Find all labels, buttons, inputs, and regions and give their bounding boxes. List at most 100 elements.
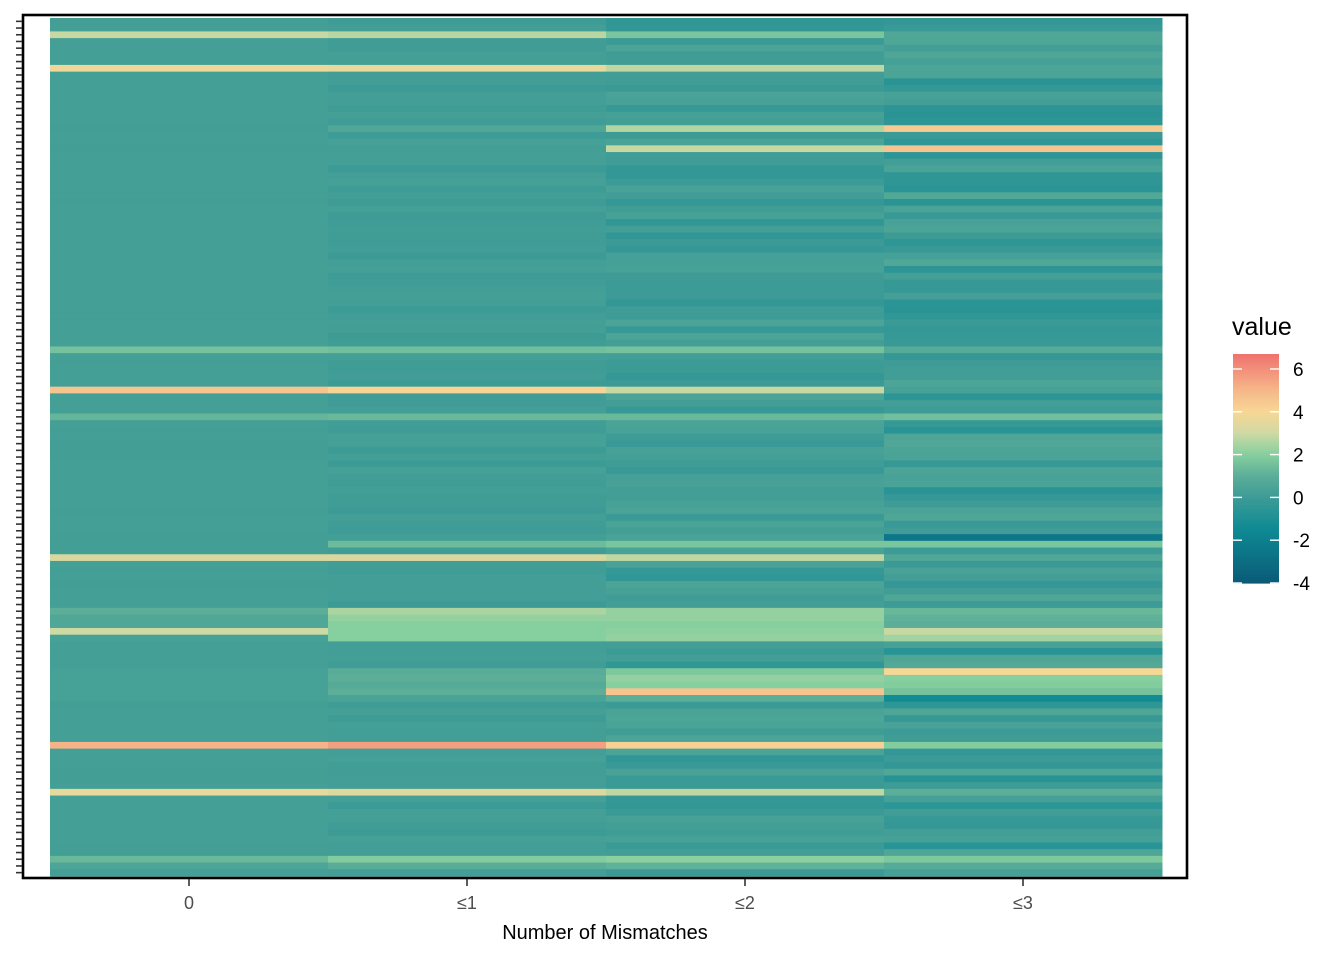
- heatmap-cell: [606, 299, 885, 307]
- heatmap-cell: [50, 741, 329, 750]
- heatmap-cell: [606, 534, 885, 542]
- heatmap-cell: [328, 829, 607, 837]
- heatmap-cell: [884, 51, 1163, 59]
- heatmap-cell: [50, 71, 329, 79]
- legend-colorbar-segment: [1233, 533, 1279, 536]
- heatmap-cell: [328, 715, 607, 723]
- legend-colorbar-segment: [1233, 516, 1279, 519]
- legend-colorbar-segment: [1233, 504, 1279, 508]
- heatmap-cell: [328, 393, 607, 401]
- heatmap-cell: [606, 520, 885, 529]
- heatmap-cell: [884, 366, 1163, 374]
- heatmap-cell: [50, 467, 329, 475]
- heatmap-cell: [50, 842, 329, 850]
- heatmap-cell: [50, 641, 329, 649]
- heatmap-cell: [884, 118, 1163, 126]
- heatmap-cell: [50, 493, 329, 502]
- heatmap-cell: [884, 105, 1163, 113]
- heatmap-cell: [328, 64, 607, 73]
- legend-colorbar-segment: [1233, 571, 1279, 575]
- heatmap-cell: [50, 634, 329, 642]
- heatmap-cell: [50, 339, 329, 348]
- heatmap-cell: [606, 467, 885, 475]
- legend-colorbar-segment: [1233, 415, 1279, 418]
- legend-tick-label: 6: [1293, 360, 1304, 381]
- heatmap-cell: [884, 634, 1163, 642]
- heatmap-cell: [50, 527, 329, 535]
- legend-colorbar-segment: [1233, 386, 1279, 389]
- heatmap-cell: [50, 574, 329, 582]
- heatmap-cell: [328, 426, 607, 435]
- heatmap-cell: [50, 849, 329, 857]
- heatmap-cell: [328, 567, 607, 575]
- heatmap-cell: [328, 601, 607, 609]
- legend-colorbar-segment: [1233, 354, 1279, 357]
- heatmap-cell: [328, 594, 607, 602]
- heatmap-cell: [328, 118, 607, 126]
- legend-colorbar-segment: [1233, 439, 1279, 443]
- heatmap-cell: [606, 487, 885, 495]
- heatmap-cell: [884, 219, 1163, 227]
- heatmap-cell: [328, 292, 607, 301]
- heatmap-cell: [50, 18, 329, 26]
- heatmap-cell: [606, 681, 885, 689]
- heatmap-cell: [884, 205, 1163, 213]
- heatmap-cell: [50, 333, 329, 341]
- legend-colorbar-segment: [1233, 499, 1279, 502]
- heatmap-cell: [50, 688, 329, 696]
- heatmap-cell: [328, 400, 607, 408]
- heatmap-cell: [328, 815, 607, 823]
- heatmap-cell: [606, 386, 885, 394]
- heatmap-cell: [328, 621, 607, 629]
- legend-colorbar-segment: [1233, 508, 1279, 512]
- heatmap-cell: [884, 748, 1163, 756]
- heatmap-cell: [884, 232, 1163, 240]
- heatmap-cell: [328, 78, 607, 86]
- heatmap-cell: [328, 514, 607, 522]
- heatmap-cell: [50, 862, 329, 870]
- heatmap-cell: [50, 306, 329, 314]
- legend-colorbar-segment: [1233, 357, 1279, 361]
- heatmap-cell: [884, 681, 1163, 689]
- legend-colorbar-segment: [1233, 500, 1279, 504]
- heatmap-cell: [50, 185, 329, 193]
- heatmap-cell: [50, 728, 329, 736]
- heatmap-cell: [328, 366, 607, 374]
- heatmap-cell: [606, 239, 885, 247]
- x-axis: 0 ≤1 ≤2 ≤3: [184, 879, 1033, 913]
- heatmap-cell: [328, 554, 607, 562]
- heatmap-cell: [50, 775, 329, 783]
- heatmap-cell: [50, 802, 329, 810]
- heatmap-cell: [50, 681, 329, 689]
- heatmap-cell: [50, 266, 329, 274]
- heatmap-cell: [328, 674, 607, 683]
- heatmap-cell: [884, 58, 1163, 66]
- heatmap-cell: [50, 413, 329, 421]
- heatmap-cell: [328, 165, 607, 173]
- heatmap-cell: [884, 849, 1163, 857]
- heatmap-cell: [884, 319, 1163, 327]
- heatmap-cell: [328, 24, 607, 32]
- heatmap-cell: [884, 601, 1163, 609]
- heatmap-cell: [884, 266, 1163, 274]
- heatmap-cell: [328, 312, 607, 321]
- heatmap-cell: [884, 353, 1163, 361]
- heatmap-cell: [884, 654, 1163, 663]
- heatmap-cell: [328, 447, 607, 455]
- heatmap-cell: [50, 359, 329, 368]
- heatmap-cell: [50, 111, 329, 120]
- heatmap-cell: [606, 721, 885, 730]
- heatmap-cell: [328, 688, 607, 696]
- heatmap-cell: [50, 661, 329, 669]
- legend-colorbar-segment: [1233, 495, 1279, 498]
- heatmap-cell: [884, 24, 1163, 32]
- legend-colorbar-segment: [1233, 542, 1279, 546]
- heatmap-cell: [606, 212, 885, 220]
- heatmap-cell: [606, 567, 885, 575]
- heatmap-cell: [884, 755, 1163, 763]
- heatmap-cell: [884, 735, 1163, 743]
- heatmap-cell: [606, 393, 885, 401]
- heatmap-cell: [606, 782, 885, 790]
- heatmap-cell: [328, 795, 607, 803]
- heatmap-cell: [606, 480, 885, 488]
